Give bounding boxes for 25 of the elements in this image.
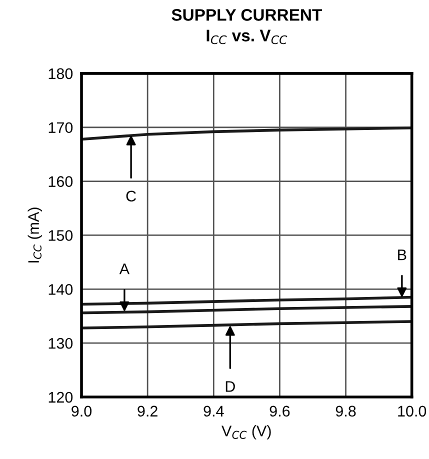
y-axis-title: I$_{CC}$ (mA): [28, 208, 42, 262]
line-series: [82, 305, 412, 314]
line-series: [82, 126, 412, 141]
x-tick-label: 10.0: [398, 406, 426, 417]
line-series: [82, 320, 412, 330]
annotation: C: [126, 190, 136, 202]
y-tick-label: 180: [48, 68, 73, 80]
x-tick-label: 9.4: [204, 406, 224, 417]
y-tick-label: 120: [48, 392, 73, 403]
y-tick-label: 130: [48, 338, 73, 349]
x-tick-label: 9.6: [270, 406, 290, 417]
annotation: D: [226, 381, 235, 392]
y-tick-label: 170: [48, 122, 73, 134]
y-tick-label: 160: [48, 176, 73, 187]
x-axis-title: V$_{CC}$ (V): [222, 425, 271, 440]
y-tick-label: 140: [48, 284, 73, 295]
x-tick-label: 9.2: [138, 406, 158, 417]
annotation: A: [119, 264, 130, 274]
x-tick-label: 9.8: [336, 406, 356, 417]
annotation: B: [398, 250, 406, 260]
chart-title: SUPPLY CURRENT: [172, 9, 322, 21]
y-tick-label: 150: [48, 230, 73, 241]
line-series: [82, 296, 412, 306]
chart-subtitle: I$_{CC}$ vs. V$_{CC}$: [206, 30, 288, 44]
x-tick-label: 9.0: [72, 406, 92, 417]
